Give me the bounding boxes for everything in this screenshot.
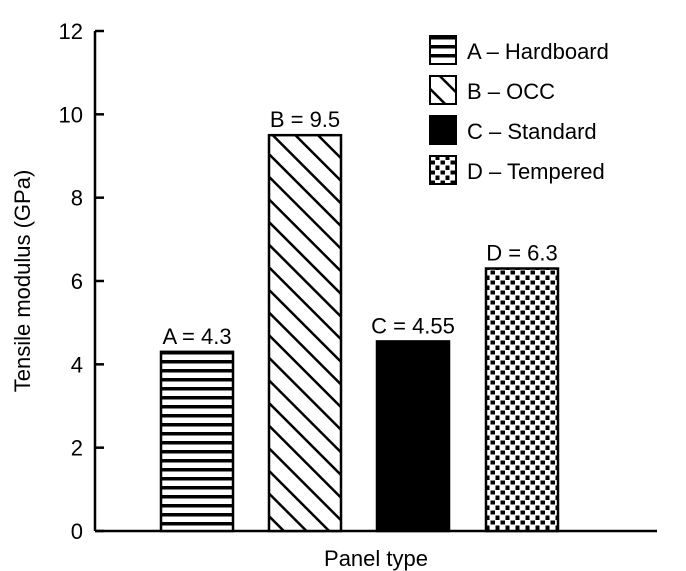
bar-label-A: A = 4.3 [162,324,231,349]
y-tick-label: 6 [71,269,83,294]
bar-value-labels: A = 4.3 B = 9.5 C = 4.55 D = 6.3 [162,107,557,349]
bar-label-D: D = 6.3 [486,241,558,266]
y-axis-ticks: 0 2 4 6 8 10 12 [59,19,104,544]
y-tick-label: 2 [71,436,83,461]
bar-C [375,340,451,533]
bar-B [267,133,343,533]
legend-swatch-solid-black [429,115,457,145]
y-tick-label: 4 [71,352,83,377]
bar-D [484,267,560,533]
y-tick-label: 12 [59,19,83,44]
bar-label-B: B = 9.5 [270,107,340,132]
y-axis-title: Tensile modulus (GPa) [10,170,35,393]
y-tick-label: 10 [59,102,83,127]
legend-label: A – Hardboard [467,39,609,64]
y-tick-label: 0 [71,519,83,544]
x-axis-title: Panel type [324,546,428,571]
legend-label: B – OCC [467,79,555,104]
bar-A [159,350,235,533]
legend-swatch-diagonal-hatch [429,75,457,105]
legend-swatch-dotted [429,155,457,185]
legend-label: C – Standard [467,119,597,144]
y-tick-label: 8 [71,186,83,211]
legend-swatch-horizontal-lines [429,35,457,65]
bar-label-C: C = 4.55 [371,313,455,338]
bars-group [159,133,560,533]
legend-label: D – Tempered [467,159,605,184]
legend: A – Hardboard B – OCC C – Standard D – Temp… [429,35,609,185]
